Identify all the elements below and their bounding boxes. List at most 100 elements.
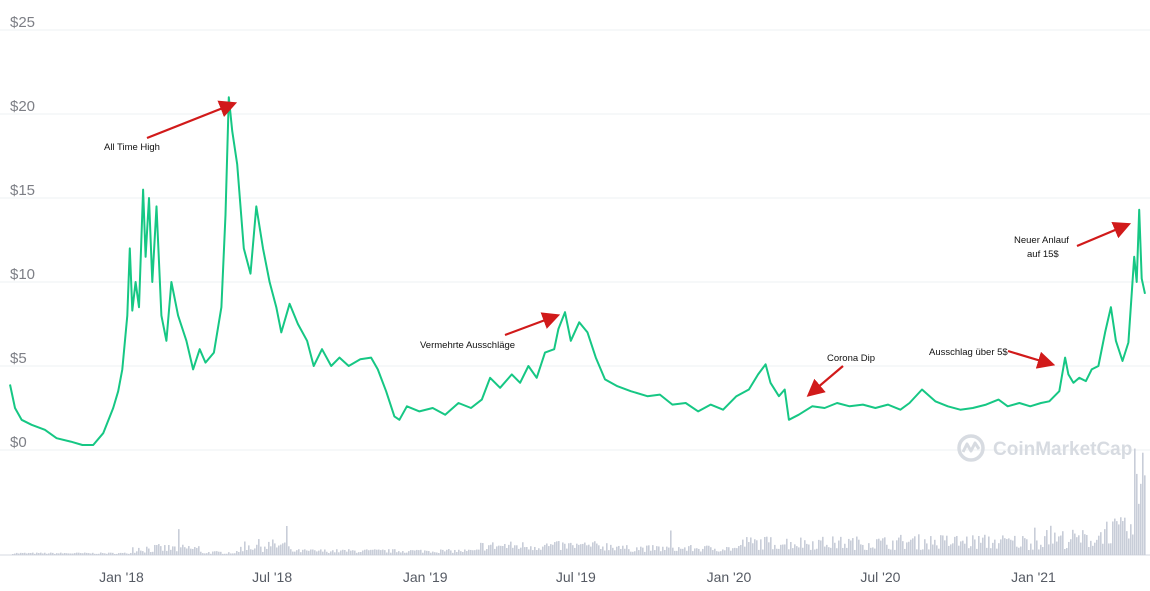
volume-bar (42, 553, 44, 555)
volume-bar (660, 551, 662, 555)
volume-bar (940, 535, 942, 555)
volume-bar (1140, 483, 1142, 555)
volume-bar (482, 543, 484, 555)
volume-bar (138, 547, 140, 555)
volume-bar (1082, 530, 1084, 555)
volume-bar (350, 550, 352, 555)
volume-bar (434, 552, 436, 555)
y-tick-label: $15 (10, 182, 35, 199)
volume-bar (1070, 539, 1072, 555)
volume-bar (496, 546, 498, 555)
volume-bar (58, 553, 60, 555)
volume-bar (694, 548, 696, 555)
volume-bar (642, 547, 644, 555)
volume-bar (810, 549, 812, 555)
volume-bar (418, 550, 420, 555)
volume-bar (518, 548, 520, 555)
volume-bar (498, 545, 500, 555)
volume-bar (300, 552, 302, 555)
volume-bar (858, 539, 860, 555)
volume-bar (290, 549, 292, 555)
volume-bar (548, 546, 550, 555)
volume-bar (1142, 452, 1144, 555)
volume-bar (964, 543, 966, 555)
volume-bar (738, 546, 740, 555)
volume-bar (770, 537, 772, 555)
volume-bar (100, 552, 102, 555)
volume-bar (1022, 536, 1024, 555)
volume-bar (536, 550, 538, 555)
volume-bar (1032, 549, 1034, 555)
volume-bar (516, 545, 518, 555)
volume-bar (1108, 543, 1110, 555)
volume-bar (680, 548, 682, 555)
volume-bar (74, 553, 76, 555)
volume-bar (958, 545, 960, 555)
volume-bar (180, 547, 182, 555)
volume-bar (330, 551, 332, 555)
volume-bar (646, 545, 648, 555)
volume-bar (966, 536, 968, 555)
volume-bar (632, 551, 634, 555)
volume-bar (564, 543, 566, 555)
volume-bar (872, 547, 874, 555)
volume-bar (914, 536, 916, 555)
volume-bar (588, 544, 590, 555)
volume-bar (894, 549, 896, 555)
volume-bar (968, 548, 970, 555)
volume-bar (60, 552, 62, 555)
volume-bar (1030, 543, 1032, 555)
volume-bar (176, 551, 178, 555)
volume-bar (244, 541, 246, 555)
volume-bar (844, 543, 846, 555)
volume-bar (36, 552, 38, 555)
volume-bar (970, 546, 972, 555)
y-tick-label: $0 (10, 434, 27, 451)
volume-bar (760, 539, 762, 555)
volume-bar (778, 548, 780, 555)
volume-bar (116, 553, 118, 555)
volume-bar (250, 549, 252, 555)
volume-bar (370, 549, 372, 555)
volume-bar (764, 537, 766, 555)
volume-bar (512, 547, 514, 555)
volume-bar (612, 547, 614, 555)
volume-bar (942, 535, 944, 555)
volume-bar (982, 537, 984, 555)
volume-bar (504, 543, 506, 555)
volume-bar (1084, 534, 1086, 555)
volume-bar (470, 549, 472, 555)
volume-bar (430, 552, 432, 555)
volume-bar (220, 551, 222, 555)
volume-bar (126, 553, 128, 555)
volume-bar (454, 549, 456, 555)
volume-bar (672, 547, 674, 555)
volume-bar (364, 549, 366, 555)
volume-bar (142, 551, 144, 555)
volume-bar (66, 553, 68, 555)
arrow-corona-dip (806, 365, 844, 397)
volume-bar (840, 536, 842, 555)
volume-bar (352, 550, 354, 555)
volume-bar (708, 545, 710, 555)
volume-bar (636, 547, 638, 555)
volume-bar (706, 545, 708, 555)
volume-bar (650, 550, 652, 555)
volume-bar (500, 545, 502, 555)
volume-bar (274, 543, 276, 555)
volume-bar (136, 551, 138, 555)
volume-bar (734, 547, 736, 555)
volume-bar (276, 547, 278, 555)
volume-bar (556, 541, 558, 555)
volume-bar (64, 553, 66, 555)
volume-bar (794, 544, 796, 555)
volume-bar (876, 539, 878, 555)
volume-bar (996, 548, 998, 555)
volume-bar (824, 546, 826, 555)
volume-bar (70, 553, 72, 555)
volume-bar (520, 547, 522, 555)
volume-bar (1002, 535, 1004, 555)
volume-bar (272, 539, 274, 555)
volume-bar (98, 553, 100, 555)
volume-bar (438, 552, 440, 555)
